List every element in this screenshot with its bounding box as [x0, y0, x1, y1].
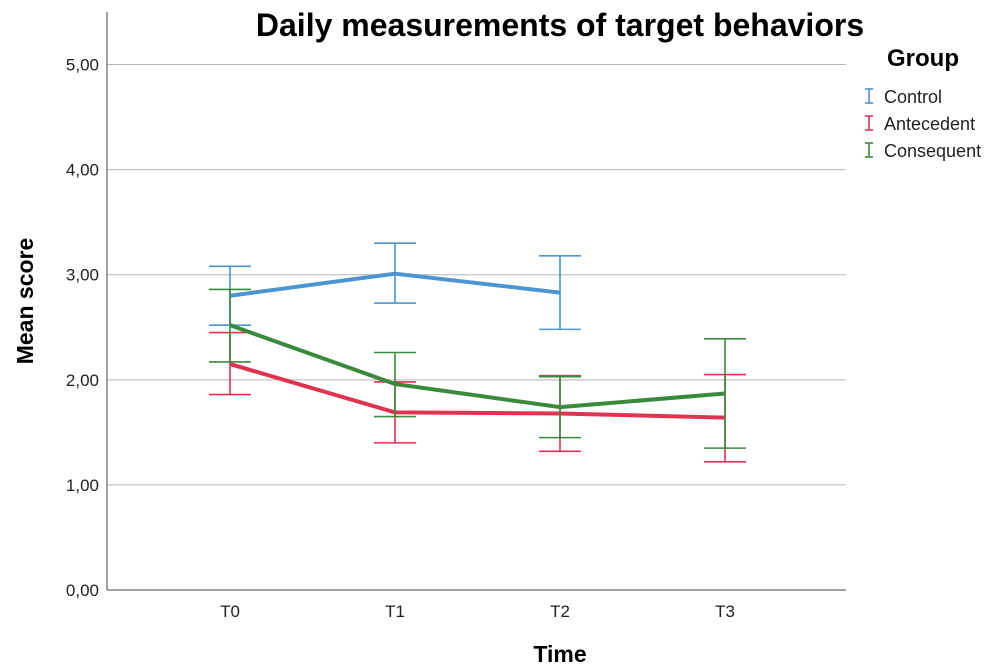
legend: Group Control Antecedent Consequent	[865, 45, 981, 161]
y-tick-label: 4,00	[66, 161, 99, 180]
legend-label: Consequent	[884, 141, 981, 161]
x-tick-label: T3	[715, 602, 735, 621]
legend-item-control: Control	[865, 87, 942, 107]
y-tick-labels: 0,00 1,00 2,00 3,00 4,00 5,00	[66, 56, 99, 600]
x-axis-title: Time	[533, 641, 586, 667]
series-consequent	[209, 288, 746, 449]
x-tick-label: T2	[550, 602, 570, 621]
x-tick-label: T0	[220, 602, 240, 621]
legend-label: Control	[884, 87, 942, 107]
y-tick-label: 5,00	[66, 56, 99, 75]
y-tick-label: 1,00	[66, 476, 99, 495]
x-tick-label: T1	[385, 602, 405, 621]
axes	[106, 12, 846, 591]
series-line	[229, 362, 726, 420]
series-control	[209, 242, 581, 331]
legend-title: Group	[887, 45, 959, 72]
y-tick-label: 2,00	[66, 371, 99, 390]
legend-item-antecedent: Antecedent	[865, 114, 975, 134]
y-tick-label: 3,00	[66, 266, 99, 285]
series-line	[229, 323, 726, 410]
x-tick-labels: T0 T1 T2 T3	[220, 602, 735, 621]
series-group	[209, 242, 746, 463]
y-axis-title: Mean score	[12, 238, 38, 365]
legend-label: Antecedent	[884, 114, 975, 134]
gridlines	[107, 64, 846, 486]
series-line	[229, 271, 561, 298]
y-tick-label: 0,00	[66, 581, 99, 600]
chart-title: Daily measurements of target behaviors	[256, 7, 864, 43]
legend-item-consequent: Consequent	[865, 141, 981, 161]
